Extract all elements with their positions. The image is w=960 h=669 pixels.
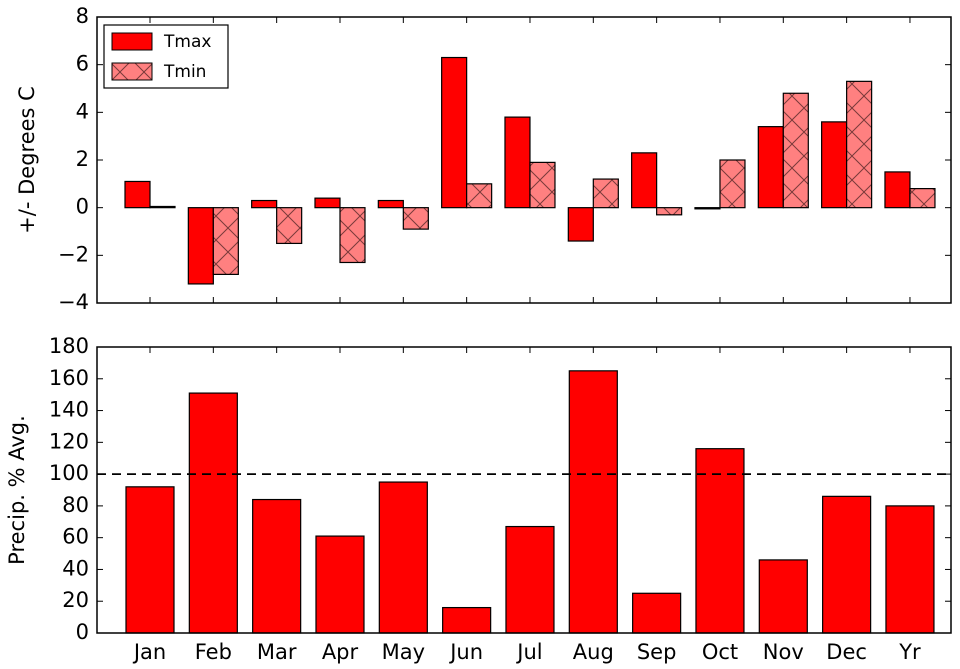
legend-swatch bbox=[111, 62, 153, 81]
x-tick-label: Jun bbox=[448, 640, 483, 664]
bar bbox=[188, 392, 238, 634]
x-tick-label: Sep bbox=[637, 640, 677, 664]
bar bbox=[124, 180, 151, 209]
x-tick-label: Aug bbox=[573, 640, 614, 664]
bar bbox=[504, 116, 531, 209]
bar bbox=[694, 207, 721, 210]
y-tick-label: 60 bbox=[62, 525, 89, 549]
bar bbox=[656, 207, 683, 216]
y-tick-label: 100 bbox=[49, 461, 89, 485]
plot-frame bbox=[96, 346, 952, 634]
bar bbox=[884, 171, 911, 209]
bar bbox=[568, 370, 618, 634]
bar bbox=[252, 498, 302, 634]
y-tick-label: 160 bbox=[49, 366, 89, 390]
bar bbox=[529, 161, 556, 209]
bar bbox=[276, 207, 303, 245]
y-tick-label: 4 bbox=[76, 99, 89, 123]
bar bbox=[212, 207, 239, 276]
bar bbox=[315, 535, 365, 634]
bar bbox=[719, 159, 746, 209]
bar bbox=[442, 606, 492, 634]
bar bbox=[378, 481, 428, 634]
bar bbox=[339, 207, 366, 264]
x-tick-label: Apr bbox=[322, 640, 359, 664]
y-tick-label: 0 bbox=[76, 620, 89, 644]
bar bbox=[314, 197, 341, 209]
x-tick-label: Yr bbox=[898, 640, 921, 664]
y-tick-label: 120 bbox=[49, 429, 89, 453]
y-tick-label: 180 bbox=[49, 334, 89, 358]
legend-swatch bbox=[111, 32, 153, 51]
bar bbox=[822, 495, 872, 634]
plot-frame bbox=[96, 16, 952, 304]
x-tick-label: Dec bbox=[826, 640, 867, 664]
bar bbox=[402, 207, 429, 230]
bar bbox=[187, 207, 214, 285]
bar bbox=[592, 178, 619, 209]
x-tick-label: Oct bbox=[702, 640, 738, 664]
bar bbox=[441, 56, 468, 209]
y-tick-label: 80 bbox=[62, 493, 89, 517]
y-tick-label: 140 bbox=[49, 398, 89, 422]
bar bbox=[466, 183, 493, 209]
x-tick-label: Jul bbox=[515, 640, 542, 664]
bar bbox=[846, 80, 873, 209]
y-axis-label: +/- Degrees C bbox=[15, 86, 39, 234]
x-tick-label: Feb bbox=[195, 640, 232, 664]
x-tick-label: Nov bbox=[763, 640, 804, 664]
bar bbox=[149, 205, 176, 209]
y-tick-label: −4 bbox=[58, 290, 89, 314]
bar bbox=[567, 207, 594, 242]
y-tick-label: −2 bbox=[58, 242, 89, 266]
bar bbox=[758, 559, 808, 634]
bar bbox=[757, 126, 784, 209]
legend-label: Tmin bbox=[163, 62, 206, 82]
bar bbox=[782, 92, 809, 209]
bar bbox=[377, 199, 404, 209]
y-tick-label: 40 bbox=[62, 556, 89, 580]
bar bbox=[885, 505, 935, 634]
x-tick-label: May bbox=[382, 640, 425, 664]
y-tick-label: 6 bbox=[76, 52, 89, 76]
bar bbox=[695, 448, 745, 634]
bar bbox=[505, 525, 555, 634]
x-tick-label: Jan bbox=[132, 640, 166, 664]
legend-label: Tmax bbox=[163, 32, 211, 52]
x-tick-label: Mar bbox=[257, 640, 297, 664]
y-tick-label: 2 bbox=[76, 147, 89, 171]
bar bbox=[251, 199, 278, 209]
y-axis-label: Precip. % Avg. bbox=[5, 415, 29, 565]
bar bbox=[821, 121, 848, 209]
bar bbox=[909, 188, 936, 209]
bar bbox=[125, 486, 175, 634]
y-tick-label: 8 bbox=[76, 4, 89, 28]
y-tick-label: 20 bbox=[62, 588, 89, 612]
y-tick-label: 0 bbox=[76, 195, 89, 219]
bar bbox=[631, 152, 658, 209]
bar bbox=[632, 592, 682, 634]
